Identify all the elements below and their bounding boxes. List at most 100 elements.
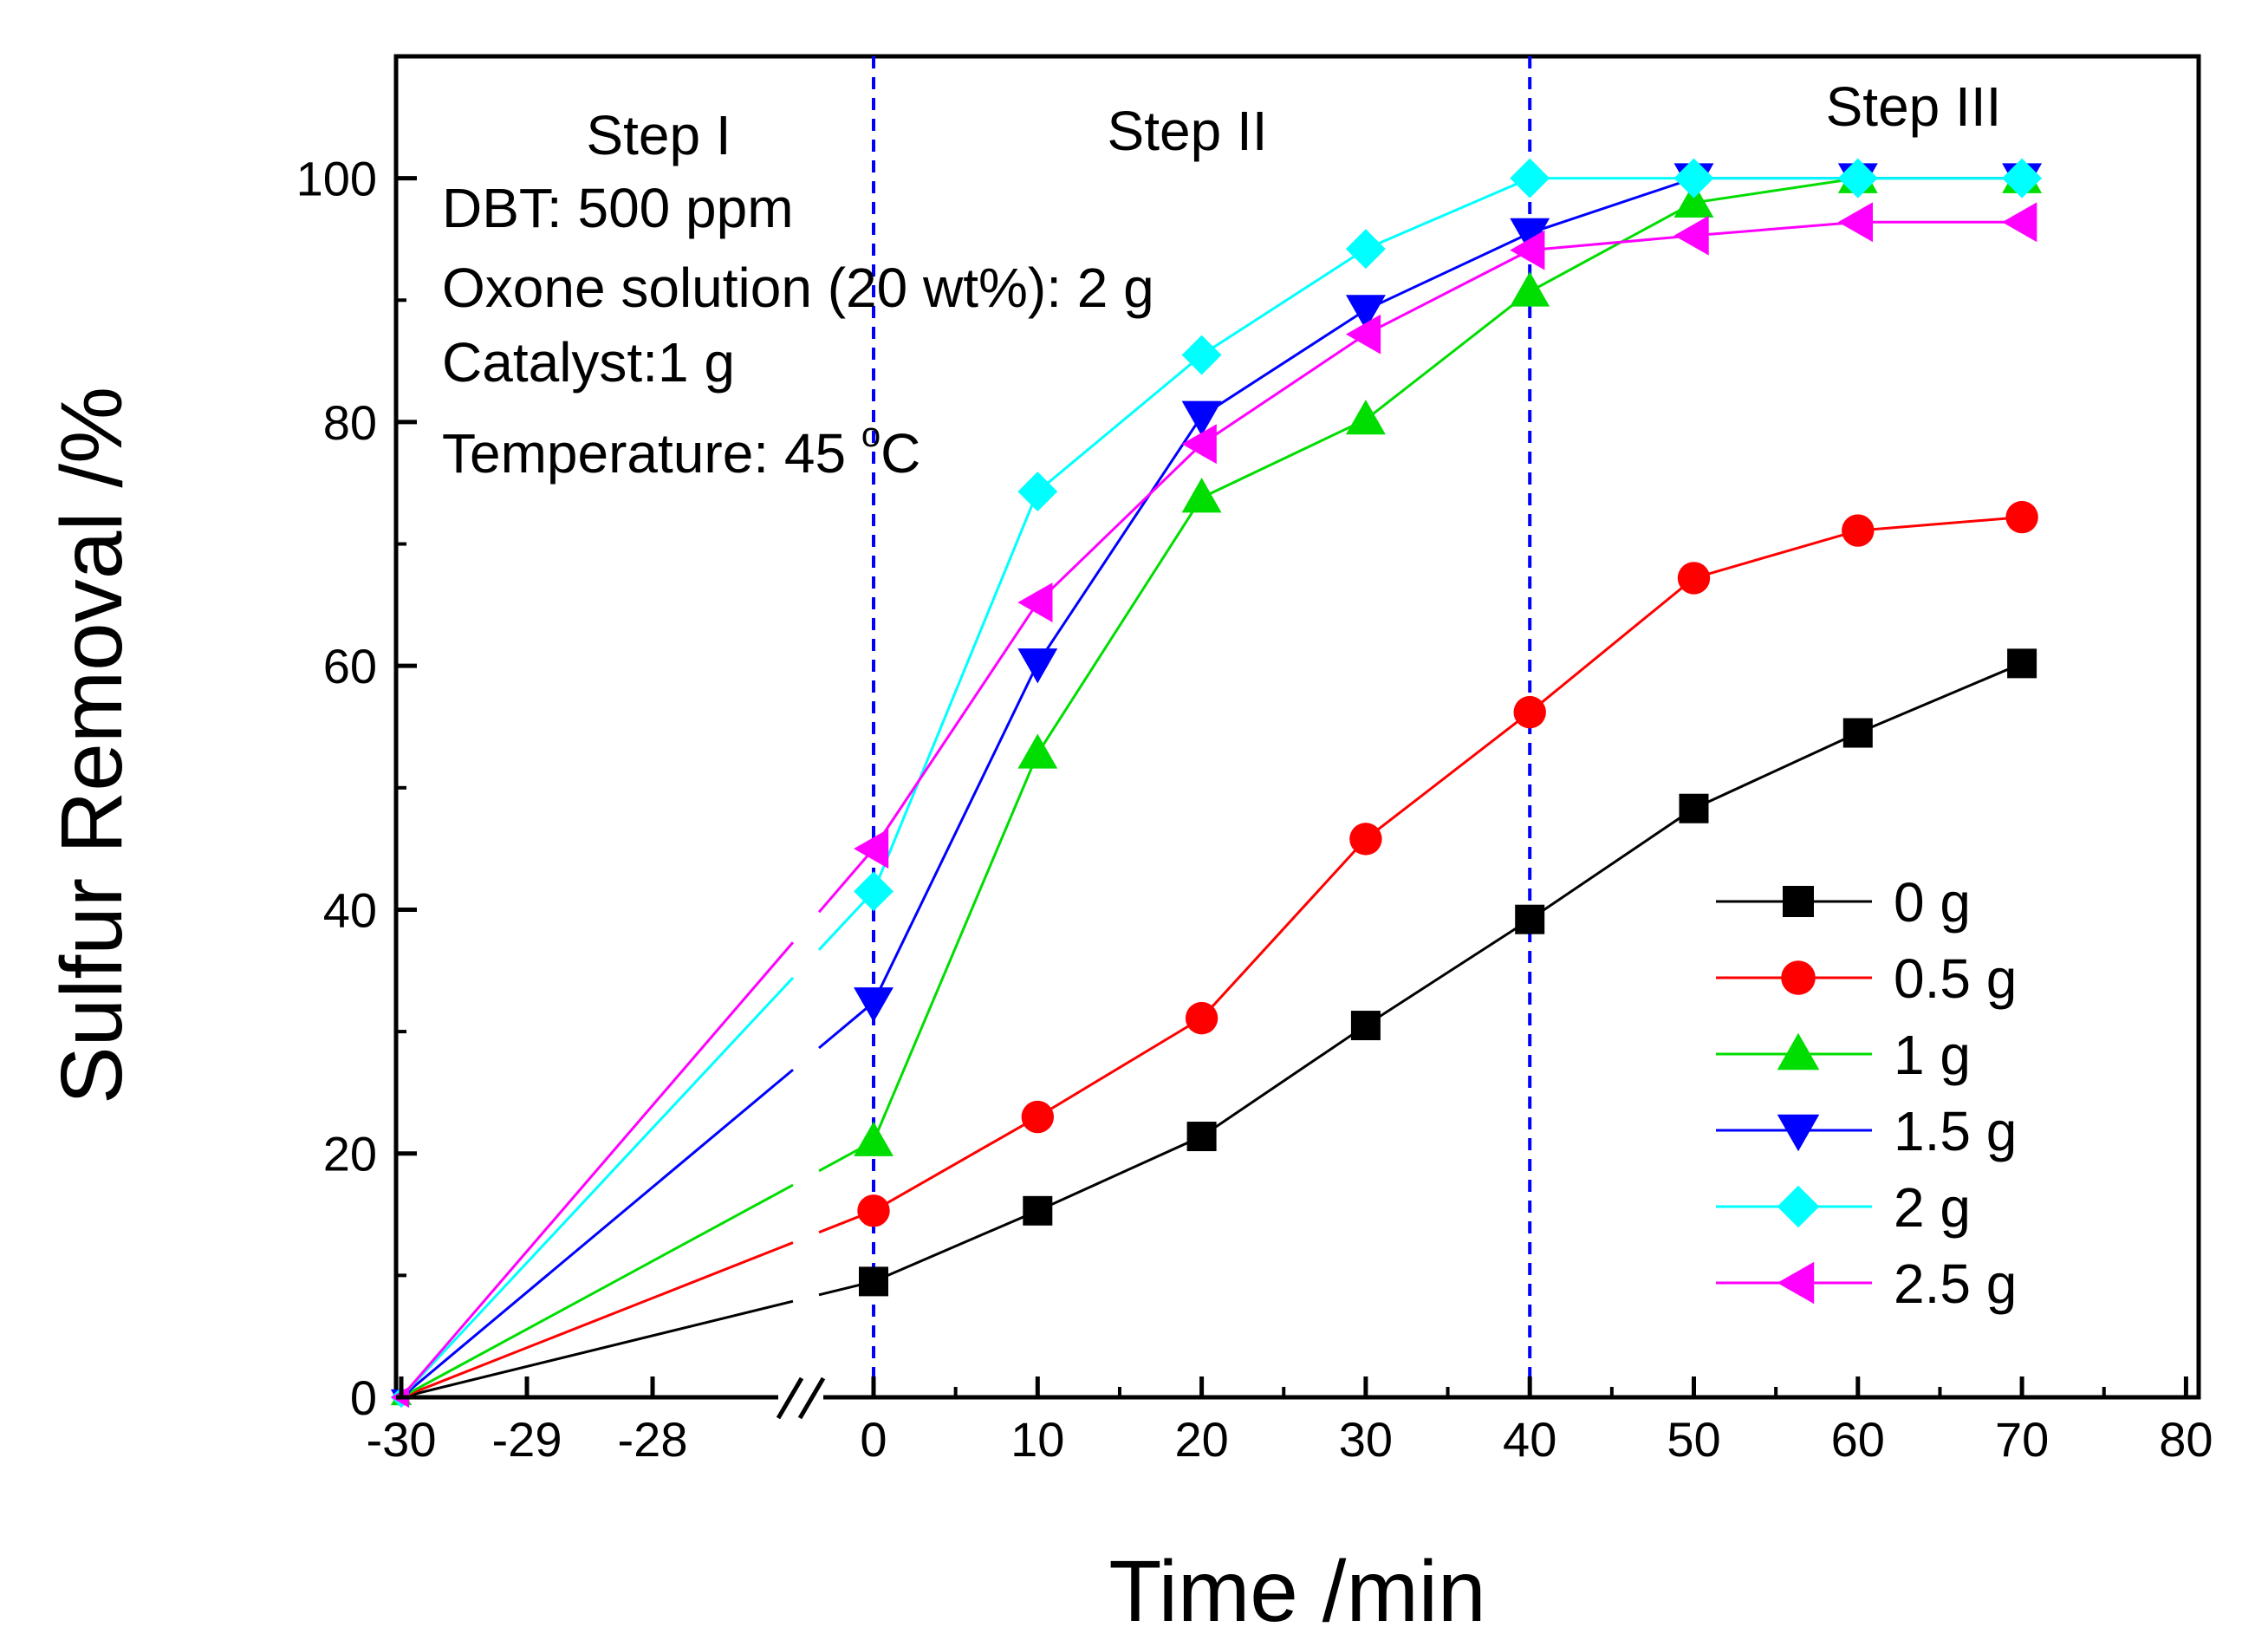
y-tick-label: 40 — [323, 882, 377, 937]
x-axis-title: Time /min — [1108, 1543, 1485, 1640]
note-temperature: Temperature: 45 oC — [442, 416, 920, 485]
data-point — [1345, 295, 1386, 330]
note-temperature-unit: C — [881, 422, 920, 485]
note-dbt: DBT: 500 ppm — [442, 177, 794, 239]
legend-item: 0 g — [1716, 871, 1971, 934]
legend: 0 g 0.5 g 1 g 1.5 g 2 g 2.5 g — [1716, 871, 2017, 1315]
legend-marker — [1777, 1114, 1820, 1152]
x-tick-label: 70 — [1995, 1412, 2049, 1467]
data-point — [1513, 695, 1546, 729]
data-point — [1181, 335, 1222, 375]
x-tick-label: 30 — [1339, 1412, 1393, 1467]
data-point — [854, 1121, 894, 1156]
data-point — [1679, 793, 1709, 823]
note-temperature-prefix: Temperature: 45 — [442, 422, 861, 485]
data-point — [2007, 648, 2037, 679]
data-point — [1017, 733, 1058, 769]
x-tick-label: -28 — [618, 1412, 688, 1467]
legend-item: 1.5 g — [1716, 1100, 2017, 1162]
series-line — [400, 941, 795, 1398]
data-point — [1345, 314, 1381, 355]
legend-label: 2 g — [1894, 1176, 1971, 1239]
step-label-2: Step II — [1108, 100, 1268, 162]
data-point — [1349, 823, 1382, 856]
x-tick-label: 10 — [1011, 1412, 1064, 1467]
legend-item: 2 g — [1716, 1176, 1971, 1239]
data-point — [1510, 230, 1545, 270]
legend-marker — [1777, 1032, 1820, 1071]
x-axis-break — [776, 1376, 826, 1420]
data-point — [2002, 158, 2043, 198]
legend-marker — [1777, 1261, 1815, 1305]
data-point — [857, 1194, 890, 1227]
data-point — [1510, 271, 1550, 307]
series-line — [817, 848, 875, 914]
data-point — [1673, 158, 1714, 198]
data-point — [1181, 400, 1222, 436]
note-catalyst: Catalyst:1 g — [442, 331, 735, 394]
data-point — [859, 1266, 888, 1297]
series-line — [400, 1068, 794, 1399]
data-point — [1837, 202, 1874, 243]
series-line — [400, 976, 795, 1399]
legend-label: 0.5 g — [1894, 947, 2017, 1010]
plot-frame — [393, 54, 2201, 1400]
y-tick-label: 0 — [350, 1370, 377, 1425]
data-point — [1510, 158, 1550, 198]
note-temperature-degree: o — [861, 416, 881, 454]
x-tick-label: -30 — [367, 1412, 437, 1467]
data-point — [854, 987, 894, 1023]
x-tick-label: 0 — [860, 1412, 887, 1467]
data-point — [1673, 182, 1714, 218]
data-point — [1842, 718, 1873, 748]
data-point — [1185, 1001, 1218, 1035]
y-tick-label: 20 — [323, 1127, 377, 1181]
step-label-1: Step I — [586, 104, 731, 166]
legend-item: 1 g — [1716, 1024, 1971, 1086]
axis-ticks: 0 20 40 60 80 100 -30 -29 -28 0 10 20 30 40 50 60 70 80 — [296, 55, 2213, 1467]
y-tick-label: 60 — [323, 639, 377, 693]
series-line — [873, 661, 2023, 1283]
data-point — [1510, 218, 1550, 253]
data-point — [1017, 472, 1058, 512]
x-tick-label: 20 — [1174, 1412, 1228, 1467]
legend-item: 2.5 g — [1716, 1253, 2017, 1315]
data-point — [1181, 424, 1217, 465]
legend-label: 1 g — [1894, 1024, 1971, 1086]
legend-item: 0.5 g — [1716, 947, 2017, 1010]
series-line — [818, 1001, 874, 1050]
series-line — [873, 516, 2023, 1213]
series-0-5-g — [393, 500, 2038, 1406]
data-point — [1837, 158, 1878, 198]
data-point — [1021, 1100, 1055, 1134]
data-point — [1186, 1122, 1217, 1152]
x-tick-label: 50 — [1667, 1412, 1720, 1467]
data-point — [854, 871, 894, 912]
y-axis-title: Sulfur Removal /% — [43, 387, 140, 1104]
x-tick-label: 60 — [1831, 1412, 1885, 1467]
data-point — [1515, 904, 1545, 934]
series-2-5-g — [390, 202, 2037, 1409]
data-point — [1023, 1195, 1053, 1226]
x-tick-label: 40 — [1503, 1412, 1556, 1467]
note-oxone: Oxone solution (20 wt%): 2 g — [442, 257, 1154, 319]
data-point — [1673, 215, 1709, 256]
series-2-g — [390, 158, 2043, 1409]
y-tick-label: 100 — [296, 152, 377, 206]
legend-marker — [1783, 886, 1814, 917]
series-line — [400, 1183, 794, 1399]
data-point — [1842, 514, 1875, 547]
data-point — [2002, 202, 2037, 243]
series-line — [400, 1299, 794, 1399]
data-point — [1677, 562, 1711, 595]
legend-marker — [1781, 960, 1816, 995]
series-line — [872, 177, 2023, 892]
x-tick-label: 80 — [2159, 1412, 2213, 1467]
data-point — [1345, 229, 1386, 270]
data-point — [854, 829, 889, 869]
legend-label: 2.5 g — [1894, 1253, 2017, 1315]
y-tick-label: 80 — [323, 395, 377, 450]
x-tick-label: -29 — [492, 1412, 562, 1467]
data-point — [1350, 1011, 1381, 1041]
